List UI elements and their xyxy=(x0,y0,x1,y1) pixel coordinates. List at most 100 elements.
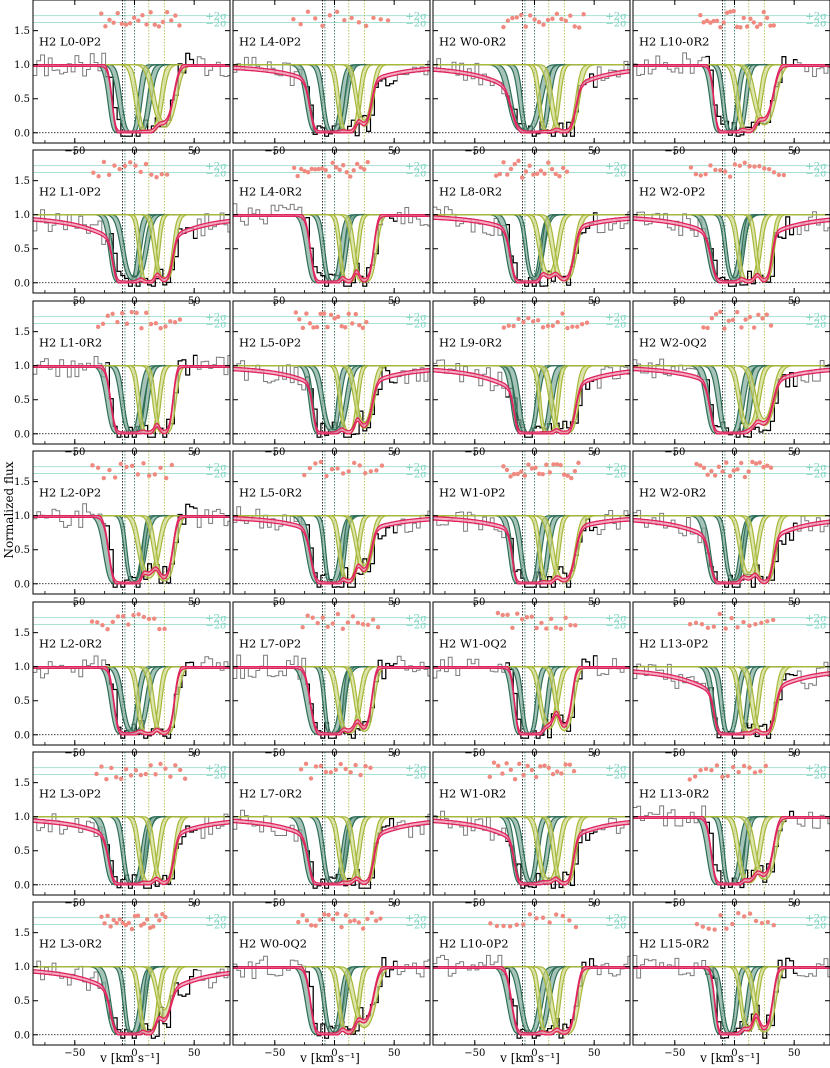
spectrum-fit-region xyxy=(305,78,398,137)
residual-point xyxy=(126,622,131,627)
component-line xyxy=(233,966,430,1036)
component-line xyxy=(433,966,630,1034)
residual-point xyxy=(323,167,328,173)
component-line xyxy=(633,515,830,584)
panel-label: H2 L13-0P2 xyxy=(639,637,709,651)
residual-point xyxy=(151,616,157,621)
panel-label: H2 W2-0P2 xyxy=(639,185,705,199)
residual-point xyxy=(173,763,178,768)
residual-point xyxy=(529,767,535,773)
model-line xyxy=(633,517,830,583)
panel: +2σ−2σ H2 L15-0R2 −50 0 50 xyxy=(632,901,830,1059)
panel-frame xyxy=(432,149,631,294)
component-band xyxy=(633,966,830,1032)
residual-point xyxy=(123,767,129,772)
panel-label: H2 W2-0Q2 xyxy=(639,336,707,350)
residual-point xyxy=(534,171,540,176)
residual-point xyxy=(148,321,154,327)
residual-point xyxy=(111,917,116,923)
residual-point xyxy=(525,763,530,769)
component-line xyxy=(233,966,430,1035)
residual-point xyxy=(378,17,383,22)
residual-point xyxy=(318,311,323,316)
residual-point xyxy=(505,18,511,23)
residual-point xyxy=(762,166,767,171)
residual-point xyxy=(313,764,319,769)
residual-point xyxy=(115,10,120,16)
model-line xyxy=(33,220,230,284)
residual-point xyxy=(334,9,340,14)
component-line xyxy=(633,666,830,735)
residual-point xyxy=(310,615,315,620)
model-band xyxy=(433,966,630,1035)
panel-frame xyxy=(432,601,631,746)
y-tick-label: 0.0 xyxy=(14,278,30,289)
residual-point xyxy=(148,10,153,15)
residual-point xyxy=(487,774,492,780)
component-line xyxy=(433,515,630,585)
model-line xyxy=(33,65,230,134)
panel-label: H2 W1-0Q2 xyxy=(439,637,507,651)
panel-frame xyxy=(32,751,231,896)
model-band xyxy=(33,969,230,1035)
residual-point xyxy=(759,620,764,626)
component-band xyxy=(233,966,430,1034)
residual-point xyxy=(771,170,777,175)
residual-point xyxy=(538,764,543,769)
residual-point xyxy=(364,319,369,325)
residual-point xyxy=(326,174,332,179)
model-line xyxy=(233,515,430,583)
sigma-label: −2σ xyxy=(605,770,627,781)
sigma-label: −2σ xyxy=(605,319,627,330)
residual-point xyxy=(312,167,318,172)
residual-point xyxy=(514,15,520,20)
residual-point xyxy=(521,772,526,778)
y-tick-label: 1.0 xyxy=(14,511,30,522)
component-band xyxy=(33,365,230,434)
residual-point xyxy=(572,24,577,29)
residual-point xyxy=(89,619,95,624)
panel-plot-area xyxy=(33,301,230,444)
panel-frame xyxy=(632,601,830,746)
residual-point xyxy=(136,18,141,23)
residual-point xyxy=(501,923,506,929)
residual-point xyxy=(318,459,324,465)
residual-point xyxy=(560,311,565,316)
residual-point xyxy=(759,920,765,926)
residual-point xyxy=(723,626,728,631)
panel-plot-area xyxy=(33,902,230,1045)
residual-point xyxy=(550,323,555,328)
residual-point xyxy=(561,472,567,477)
component-band xyxy=(433,365,630,434)
residual-point xyxy=(700,924,706,929)
residual-point xyxy=(303,761,309,766)
residual-point xyxy=(114,774,119,780)
residual-point xyxy=(353,311,358,317)
residual-point xyxy=(291,165,297,171)
residual-point xyxy=(753,918,759,924)
residual-point xyxy=(550,771,556,777)
y-tick-label: 0.5 xyxy=(14,996,30,1007)
model-line xyxy=(33,515,230,583)
component-band xyxy=(33,64,230,133)
residual-point xyxy=(563,18,569,23)
component-band xyxy=(33,365,230,434)
residual-point xyxy=(579,322,585,327)
residual-point xyxy=(337,167,342,173)
component-line xyxy=(433,515,630,580)
model-line xyxy=(433,67,630,132)
residual-point xyxy=(536,471,542,476)
panel-plot-area xyxy=(233,602,430,745)
model-line xyxy=(233,667,430,736)
panel-plot-area xyxy=(633,902,830,1045)
residual-point xyxy=(335,611,341,617)
residual-point xyxy=(163,766,168,771)
residual-point xyxy=(343,913,349,918)
